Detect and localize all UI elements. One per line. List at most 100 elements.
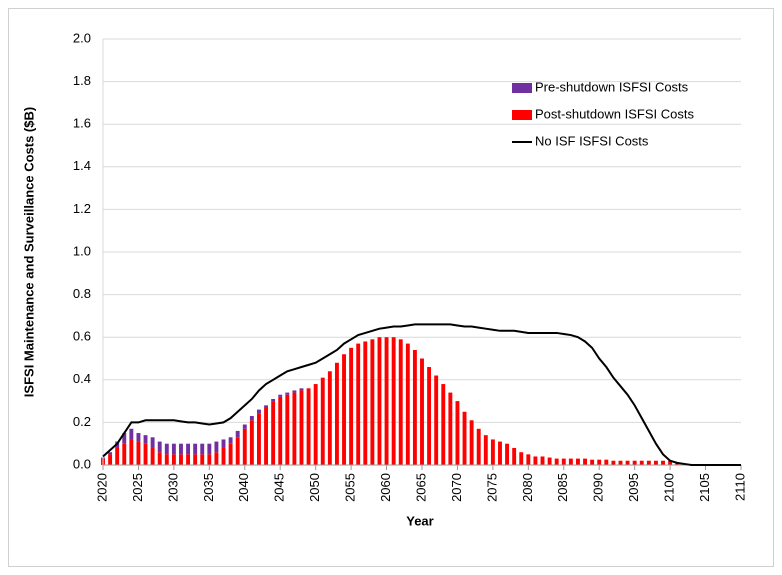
bar [547,457,552,465]
bar [554,458,559,465]
bar [143,435,148,444]
bar [398,339,403,465]
bar [108,454,113,465]
bar [377,337,382,465]
bar [171,454,176,465]
bar [108,452,113,455]
bar [420,358,424,465]
bar [299,388,304,391]
bar [498,441,502,465]
x-tick-label: 2055 [343,473,358,502]
line-series [102,323,741,466]
bar [391,337,396,465]
y-tick-label: 1.0 [73,243,91,258]
x-axis-label: Year [406,513,433,528]
bar [356,343,361,465]
bar [136,441,141,465]
bar [242,424,247,429]
bar [122,433,127,444]
bar [285,392,290,395]
bar [363,341,368,465]
x-tick-label: 2110 [732,473,747,501]
legend-swatch [512,83,532,93]
bar [200,454,205,465]
y-tick-label: 0.4 [73,371,91,386]
legend-label: Pre-shutdown ISFSI Costs [535,79,689,94]
bar [179,443,183,455]
bar [171,443,176,455]
bar [512,447,517,465]
bar [136,433,141,442]
y-tick-label: 0.2 [73,414,91,429]
bar [214,441,219,453]
bar [299,390,304,465]
legend-swatch [512,110,532,120]
bar [271,398,276,402]
bar [576,458,580,465]
bar [150,447,155,465]
y-axis-label: ISFSI Maintenance and Surveillance Costs… [21,107,36,397]
bar [334,362,339,465]
bar [540,456,545,465]
bar [561,458,566,465]
bar [129,439,134,465]
bar [278,396,283,465]
bar [604,459,609,465]
x-tick-label: 2080 [520,473,535,502]
y-tick-label: 1.4 [73,158,91,173]
bar [526,454,531,465]
bar [533,456,538,465]
bar [469,420,474,465]
bar [285,394,290,465]
bar [207,454,212,465]
bar [313,384,318,465]
bar [412,349,417,465]
x-tick-label: 2090 [591,473,606,502]
bar [249,420,254,465]
bar [583,458,587,465]
bar [143,443,148,465]
bar [455,401,460,465]
y-tick-label: 1.6 [73,116,91,131]
bar [639,460,644,465]
bar [186,454,191,465]
bar [242,428,247,465]
bar [228,437,233,444]
x-tick-label: 2050 [307,473,322,502]
x-tick-label: 2100 [662,473,677,502]
bar [164,443,169,455]
y-tick-label: 0.6 [73,329,91,344]
bar [193,454,198,465]
y-tick-label: 2.0 [73,30,91,45]
bar [505,443,510,465]
bar [476,428,481,465]
bar [264,407,268,465]
bar [370,339,375,465]
bar [405,343,410,465]
bar [441,384,446,465]
legend-label: Post-shutdown ISFSI Costs [535,106,694,121]
x-tick-label: 2065 [413,473,428,502]
bar [342,354,346,465]
bar [228,443,233,465]
bar [214,452,219,465]
bar [179,454,183,465]
bar [257,409,261,414]
bar [207,443,212,455]
bar [115,447,120,465]
bar [590,459,595,465]
x-tick-label: 2035 [201,473,216,502]
bar [122,443,127,465]
bar [611,460,616,465]
bar [490,439,495,465]
bar [157,441,162,453]
bar [278,394,283,397]
y-tick-label: 0.8 [73,286,91,301]
bar [221,447,226,465]
bar [264,405,268,408]
bar [249,416,254,421]
bar [200,443,205,455]
bar [306,388,311,465]
